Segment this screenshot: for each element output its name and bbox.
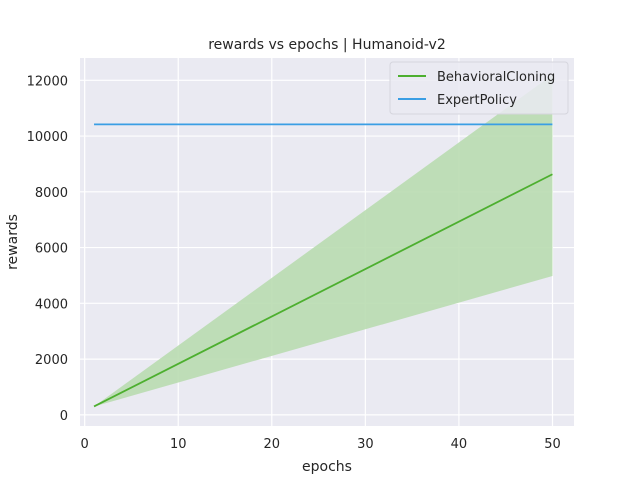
x-tick-label: 20 (264, 437, 281, 452)
behavioral-cloning-band (94, 74, 553, 407)
confidence-bands (94, 74, 553, 407)
x-tick-label: 50 (544, 437, 561, 452)
y-axis-label: rewards (5, 214, 21, 270)
y-tick-label: 12000 (27, 74, 68, 89)
y-tick-label: 2000 (35, 353, 68, 368)
y-tick-label: 6000 (35, 242, 68, 257)
legend-label-expert: ExpertPolicy (437, 93, 517, 108)
x-axis-label: epochs (302, 459, 352, 475)
y-tick-label: 4000 (35, 297, 68, 312)
chart-title: rewards vs epochs | Humanoid-v2 (208, 37, 446, 53)
y-tick-labels: 0 2000 4000 6000 8000 10000 12000 (27, 74, 68, 424)
legend-label-behavioral: BehavioralCloning (437, 70, 555, 85)
y-tick-label: 8000 (35, 186, 68, 201)
x-tick-label: 0 (81, 437, 89, 452)
x-tick-label: 30 (357, 437, 374, 452)
x-tick-label: 10 (170, 437, 187, 452)
legend: BehavioralCloning ExpertPolicy (389, 61, 569, 115)
x-tick-label: 40 (451, 437, 468, 452)
series-lines (93, 123, 553, 408)
x-tick-labels: 0 10 20 30 40 50 (81, 437, 561, 452)
legend-box (389, 61, 569, 115)
behavioral-cloning-line (93, 173, 553, 408)
y-tick-label: 0 (60, 409, 68, 424)
y-tick-label: 10000 (27, 130, 68, 145)
